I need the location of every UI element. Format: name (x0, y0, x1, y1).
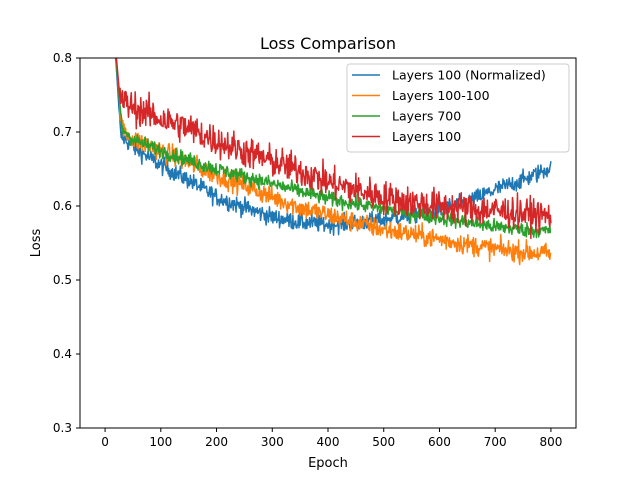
legend-label: Layers 100 (Normalized) (392, 68, 546, 83)
x-axis-label: Epoch (308, 456, 348, 471)
x-tick-label: 800 (539, 435, 562, 449)
x-tick-label: 500 (372, 435, 395, 449)
y-tick-label: 0.6 (53, 199, 72, 213)
legend-label: Layers 100-100 (392, 88, 490, 103)
legend-entries: Layers 100 (Normalized) Layers 100-100 Lay… (352, 68, 546, 144)
legend-label: Layers 700 (392, 109, 461, 124)
plot-frame (79, 57, 577, 429)
x-tick-label: 100 (149, 435, 172, 449)
x-tick-label: 700 (484, 435, 507, 449)
series-line-3 (115, 58, 552, 240)
y-tick-label: 0.8 (53, 51, 72, 65)
series-line-2 (115, 58, 552, 239)
legend-frame (346, 63, 570, 153)
x-tick-label: 300 (261, 435, 284, 449)
chart-title: Loss Comparison (260, 34, 396, 53)
y-tick-label: 0.7 (53, 125, 72, 139)
y-tick-label: 0.5 (53, 273, 72, 287)
x-tick-label: 0 (101, 435, 109, 449)
legend-label: Layers 100 (392, 129, 461, 144)
y-axis-label: Loss (29, 229, 44, 258)
x-tick-label: 200 (205, 435, 228, 449)
series-layer (114, 58, 552, 266)
x-tick-label: 600 (428, 435, 451, 449)
ticks-layer: 0 100 200 300 400 500 600 700 800 0.3 0.4 0.5 0.6 0.7… (53, 51, 562, 449)
series-line-0 (114, 58, 552, 236)
x-tick-label: 400 (317, 435, 340, 449)
y-tick-label: 0.3 (53, 421, 72, 435)
y-tick-label: 0.4 (53, 347, 72, 361)
legend: Layers 100 (Normalized) Layers 100-100 Lay… (346, 63, 570, 153)
